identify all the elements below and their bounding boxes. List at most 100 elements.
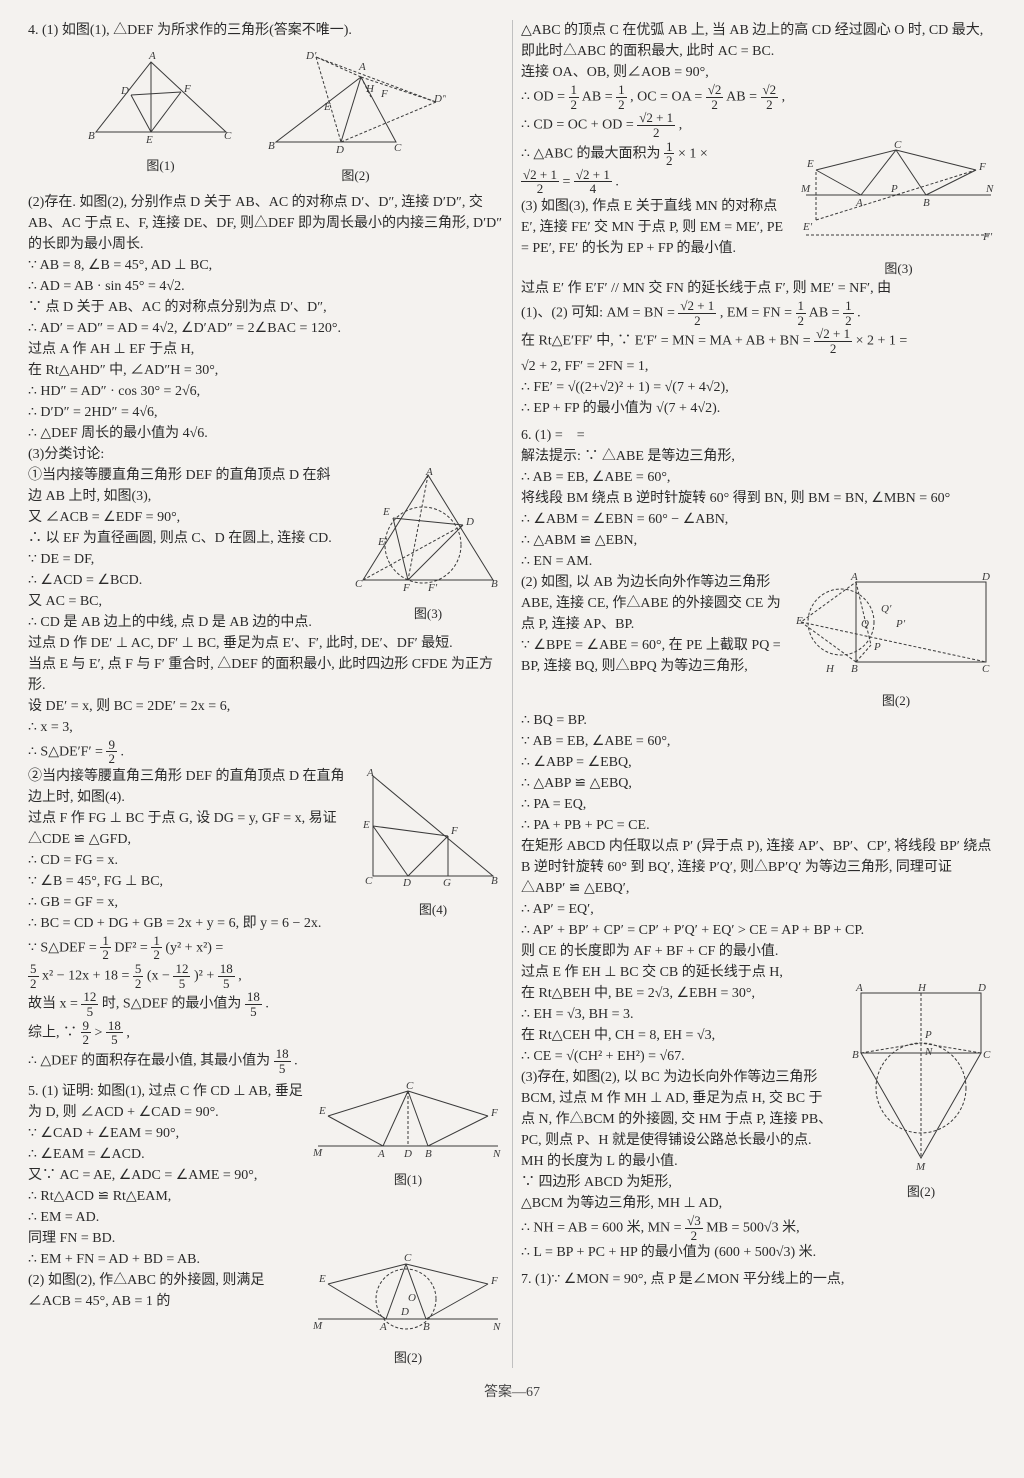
svg-text:N: N	[985, 183, 994, 195]
l: ∴ PA + PB + PC = CE.	[521, 815, 996, 836]
svg-text:D: D	[977, 983, 986, 994]
svg-text:D: D	[465, 516, 474, 528]
l: ∴ NH = AB = 600 米, MN = √32 MB = 500√3 米…	[521, 1214, 996, 1242]
svg-text:F: F	[380, 88, 388, 100]
l: 又∵ AC = AE, ∠ADC = ∠AME = 90°,	[28, 1165, 303, 1186]
svg-text:C: C	[365, 875, 373, 887]
l: ∴ ∠ABM = ∠EBN = 60° − ∠ABN,	[521, 509, 996, 530]
l: ∴ EP + FP 的最小值为 √(7 + 4√2).	[521, 398, 996, 419]
l: ∴ BQ = BP.	[521, 710, 996, 731]
svg-text:C: C	[224, 130, 232, 142]
fig-q5-2: C E F M A B N O D	[313, 1249, 503, 1339]
l: ∴ S△DE′F′ = 92 .	[28, 738, 503, 766]
svg-text:A: A	[366, 767, 374, 779]
svg-text:A: A	[379, 1321, 387, 1333]
l: ∴ CD = OC + OD = √2 + 12 ,	[521, 111, 996, 139]
l: ∴ ∠ABP = ∠EBQ,	[521, 752, 996, 773]
svg-text:D: D	[335, 144, 344, 156]
l: ∴ L = BP + PC + HP 的最小值为 (600 + 500√3) 米…	[521, 1242, 996, 1263]
fig4-cap: 图(4)	[363, 900, 503, 920]
svg-text:C: C	[355, 578, 363, 590]
l: (2) 如图, 以 AB 为边长向外作等边三角形 ABE, 连接 CE, 作△A…	[521, 572, 786, 635]
q5-head: 5. (1) 证明: 如图(1), 过点 C 作 CD ⊥ AB, 垂足为 D,…	[28, 1081, 303, 1123]
l: ∵ ∠B = 45°, FG ⊥ BC,	[28, 871, 353, 892]
l: 设 DE′ = x, 则 BC = 2DE′ = 2x = 6,	[28, 696, 503, 717]
l: ∴ ∠EAM = ∠ACD.	[28, 1144, 303, 1165]
svg-text:E′: E′	[802, 221, 813, 233]
svg-text:B: B	[268, 140, 275, 152]
fig-q4-1: A B C D F E	[86, 47, 236, 147]
l: ∴ EM = AD.	[28, 1207, 303, 1228]
l: ∴ △ABM ≌ △EBN,	[521, 530, 996, 551]
svg-text:F′: F′	[982, 231, 993, 243]
l: ∴ △DEF 的面积存在最小值, 其最小值为 185 .	[28, 1047, 503, 1075]
fig-q5-3-cap: 图(3)	[801, 259, 996, 279]
svg-text:F: F	[490, 1107, 498, 1119]
l: √2 + 12 = √2 + 14 .	[521, 168, 791, 196]
l: 过点 F 作 FG ⊥ BC 于点 G, 设 DG = y, GF = x, 易…	[28, 808, 353, 850]
l: ∵ ∠BPE = ∠ABE = 60°, 在 PE 上截取 PQ = BP, 连…	[521, 635, 786, 677]
svg-text:F: F	[402, 582, 410, 594]
fig-q5-1-cap: 图(1)	[313, 1170, 503, 1190]
svg-text:A: A	[855, 197, 863, 209]
l: ∴ CD 是 AB 边上的中线, 点 D 是 AB 边的中点.	[28, 612, 343, 633]
svg-text:A: A	[358, 61, 366, 73]
svg-text:F: F	[450, 825, 458, 837]
fig-q4-3: A B C D E E′ F F′	[353, 465, 503, 595]
l: (3)分类讨论:	[28, 444, 503, 465]
l: △ABC 的顶点 C 在优弧 AB 上, 当 AB 边上的高 CD 经过圆心 O…	[521, 20, 996, 62]
l: (3)存在, 如图(2), 以 BC 为边长向外作等边三角形 BCM, 过点 M…	[521, 1067, 836, 1172]
l: ②当内接等腰直角三角形 DEF 的直角顶点 D 在直角边上时, 如图(4).	[28, 766, 353, 808]
l: (3) 如图(3), 作点 E 关于直线 MN 的对称点 E′, 连接 FE′ …	[521, 196, 791, 259]
fig-q6-2-cap: 图(2)	[796, 691, 996, 711]
l: 将线段 BM 绕点 B 逆时针旋转 60° 得到 BN, 则 BM = BN, …	[521, 488, 996, 509]
l: ∵ S△DEF = 12 DF² = 12 (y² + x²) =	[28, 934, 503, 962]
q4-p2a: (2)存在. 如图(2), 分别作点 D 关于 AB、AC 的对称点 D′、D″…	[28, 192, 503, 255]
svg-text:B: B	[88, 130, 95, 142]
l: ∴ AD′ = AD″ = AD = 4√2, ∠D′AD″ = 2∠BAC =…	[28, 318, 503, 339]
l: 在 Rt△BEH 中, BE = 2√3, ∠EBH = 30°,	[521, 983, 836, 1004]
svg-text:D: D	[403, 1148, 412, 1160]
fig-q5-2-cap: 图(2)	[313, 1348, 503, 1368]
svg-text:H: H	[917, 983, 927, 994]
svg-text:A: A	[425, 466, 433, 478]
svg-text:E: E	[145, 134, 153, 146]
svg-text:Q: Q	[861, 618, 869, 630]
svg-text:Q′: Q′	[881, 603, 892, 615]
svg-text:B: B	[423, 1321, 430, 1333]
l: ∴ BC = CD + DG + GB = 2x + y = 6, 即 y = …	[28, 913, 353, 934]
l: 解法提示: ∵ △ABE 是等边三角形,	[521, 446, 996, 467]
l: 连接 OA、OB, 则∠AOB = 90°,	[521, 62, 996, 83]
q4-figs-top: A B C D F E 图(1) A B C D	[28, 47, 503, 186]
svg-text:P: P	[873, 641, 881, 653]
svg-text:P′: P′	[895, 618, 906, 630]
svg-text:N: N	[924, 1046, 933, 1058]
svg-text:D: D	[402, 877, 411, 889]
svg-text:N: N	[492, 1148, 501, 1160]
l: ∴ AB = EB, ∠ABE = 60°,	[521, 467, 996, 488]
l: ∴ FE′ = √((2+√2)² + 1) = √(7 + 4√2),	[521, 377, 996, 398]
fig2-cap: 图(2)	[266, 166, 446, 186]
svg-text:E: E	[796, 615, 803, 627]
svg-text:C: C	[982, 663, 990, 675]
l: (2) 如图(2), 作△ABC 的外接圆, 则满足 ∠ACB = 45°, A…	[28, 1270, 303, 1312]
svg-text:C: C	[404, 1252, 412, 1264]
fig-q5-3: C E F M A P B N E′ F′	[801, 140, 996, 250]
svg-text:E: E	[318, 1105, 326, 1117]
l: ①当内接等腰直角三角形 DEF 的直角顶点 D 在斜边 AB 上时, 如图(3)…	[28, 465, 343, 507]
svg-text:A: A	[148, 50, 156, 62]
l: ∴ EH = √3, BH = 3.	[521, 1004, 836, 1025]
svg-text:C: C	[406, 1081, 414, 1092]
svg-text:O: O	[408, 1292, 416, 1304]
svg-text:G: G	[443, 877, 451, 889]
svg-text:B: B	[491, 578, 498, 590]
svg-text:D: D	[120, 85, 129, 97]
svg-text:N: N	[492, 1321, 501, 1333]
l: ∴ D′D″ = 2HD″ = 4√6,	[28, 402, 503, 423]
l: △BCM 为等边三角形, MH ⊥ AD,	[521, 1193, 836, 1214]
svg-text:M: M	[801, 183, 811, 195]
l: ∴ △ABP ≌ △EBQ,	[521, 773, 996, 794]
l: 同理 FN = BD.	[28, 1228, 503, 1249]
l: 过点 E′ 作 E′F′ // MN 交 FN 的延长线于点 F′, 则 ME′…	[521, 278, 996, 299]
fig-q6-2b: A H D B C N P M	[846, 983, 996, 1173]
